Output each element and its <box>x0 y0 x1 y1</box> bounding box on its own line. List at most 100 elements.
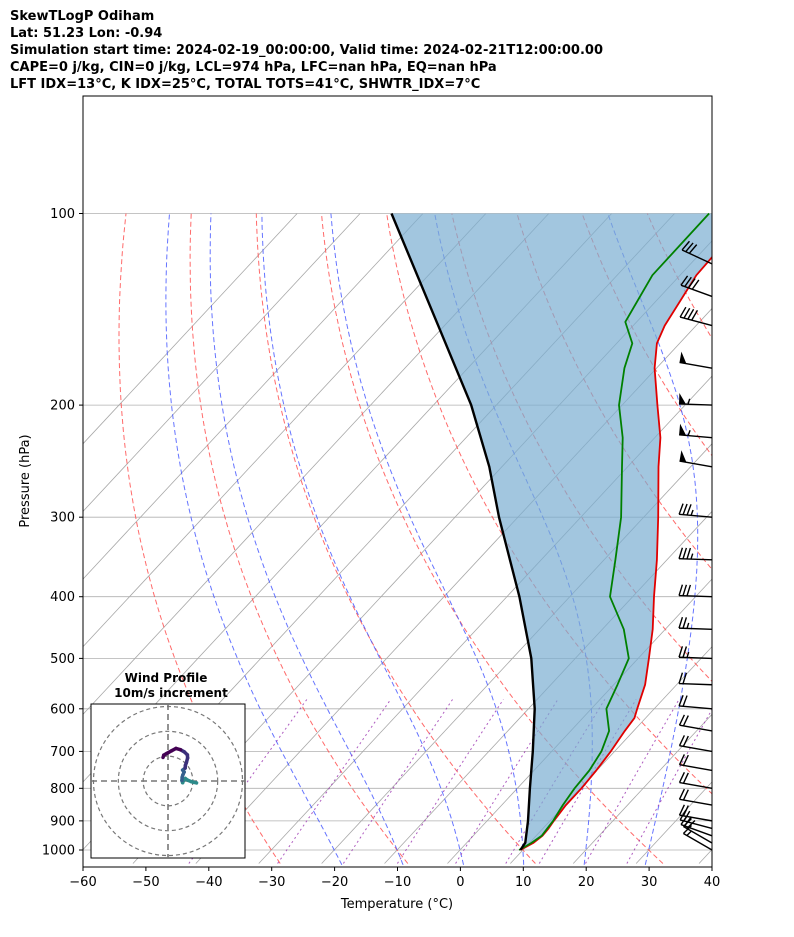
wind-barb <box>678 735 713 753</box>
wind-barb <box>679 351 713 369</box>
barb-half <box>686 830 692 836</box>
dry-adiabat <box>778 214 794 864</box>
dry-adiabat <box>189 213 409 864</box>
wind-barb <box>678 754 713 772</box>
barb-full <box>685 242 694 253</box>
mixing-ratio-line <box>342 699 454 864</box>
x-tick-label: 0 <box>456 875 464 890</box>
simulation-times: Simulation start time: 2024-02-19_00:00:… <box>10 43 603 58</box>
barb-staff <box>678 682 713 686</box>
y-tick-label: 300 <box>50 511 75 526</box>
hodograph-plot <box>91 704 245 858</box>
barb-flag <box>679 393 686 405</box>
barb-full <box>687 278 696 289</box>
hodograph-segment <box>161 753 166 760</box>
barb-full <box>682 789 689 801</box>
hodograph-ring <box>117 730 219 832</box>
barb-staff <box>679 513 713 518</box>
barb-full <box>682 672 688 684</box>
barb-staff <box>683 825 713 844</box>
x-tick-label: −10 <box>384 875 411 890</box>
barb-full <box>682 735 689 747</box>
barb-full <box>678 804 685 816</box>
wind-barb <box>678 646 713 660</box>
barb-full <box>687 308 695 320</box>
x-tick-label: −50 <box>132 875 159 890</box>
mixing-ratio-line <box>396 699 504 864</box>
x-tick-label: 10 <box>515 875 532 890</box>
barb-full <box>682 772 689 784</box>
barb-full <box>678 754 685 766</box>
parcel-line <box>390 213 536 851</box>
wind-barb <box>678 584 713 598</box>
wind-barb <box>678 788 713 806</box>
moist-adiabat <box>607 213 699 865</box>
barb-full <box>682 754 689 766</box>
barb-full <box>678 646 684 658</box>
barb-staff <box>679 724 713 732</box>
barb-staff <box>679 744 713 753</box>
x-tick-label: 40 <box>704 875 721 890</box>
cape-cin-shading <box>391 213 712 850</box>
y-tick-label: 1000 <box>42 844 75 859</box>
x-tick-label: 20 <box>578 875 595 890</box>
barb-half <box>687 429 691 436</box>
barb-full <box>678 672 684 684</box>
y-tick-label: 600 <box>50 702 75 717</box>
barb-staff <box>678 557 713 561</box>
wind-barb <box>680 275 713 298</box>
barb-full <box>684 816 692 827</box>
isotherm-line <box>698 848 712 864</box>
barb-flag <box>679 351 687 364</box>
wind-barb <box>679 423 713 439</box>
barb-half <box>686 622 690 629</box>
x-tick-label: 30 <box>641 875 658 890</box>
wind-barb <box>678 672 713 686</box>
barb-full <box>678 584 684 596</box>
mixing-ratio-line <box>585 699 680 864</box>
x-tick-label: −20 <box>321 875 348 890</box>
dewpoint-line <box>518 212 710 851</box>
barb-flag <box>679 423 687 436</box>
barb-full <box>682 617 688 629</box>
temperature-line <box>519 255 712 851</box>
wind-barb <box>678 804 713 822</box>
isotherm-line <box>83 213 361 512</box>
isotherm-line <box>83 213 424 580</box>
barb-full <box>686 584 692 597</box>
wind-barb <box>678 694 713 710</box>
wind-barb <box>678 617 713 630</box>
barb-staff <box>683 832 713 851</box>
x-tick-label: −60 <box>69 875 96 890</box>
hodograph-subtitle: 10m/s increment <box>114 686 228 700</box>
moist-adiabat <box>165 213 343 866</box>
barb-staff <box>679 819 713 830</box>
barb-staff <box>679 798 713 806</box>
wind-barb <box>681 240 713 265</box>
barb-full <box>678 617 684 629</box>
barb-full <box>680 275 689 286</box>
barb-full <box>682 805 689 817</box>
y-tick-label: 700 <box>50 745 75 760</box>
wind-barbs <box>678 240 713 851</box>
barb-full <box>681 240 690 251</box>
barb-staff <box>679 814 713 822</box>
wind-barb <box>678 771 713 790</box>
wind-barb <box>678 547 713 561</box>
y-tick-label: 200 <box>50 399 75 414</box>
moist-adiabat <box>261 213 464 865</box>
y-tick-label: 800 <box>50 782 75 797</box>
wind-barb <box>679 450 713 468</box>
y-tick-label: 900 <box>50 814 75 829</box>
barb-full <box>691 279 700 290</box>
mixing-ratio-line <box>277 699 392 864</box>
barb-full <box>682 503 688 515</box>
station-title: SkewTLogP Odiham <box>10 9 155 24</box>
isotherm-line <box>510 646 712 864</box>
barb-full <box>678 547 684 559</box>
y-tick-label: 100 <box>50 207 75 222</box>
mixing-ratio-lines <box>188 699 712 864</box>
barb-full <box>679 306 687 318</box>
y-tick-label: 500 <box>50 652 75 667</box>
